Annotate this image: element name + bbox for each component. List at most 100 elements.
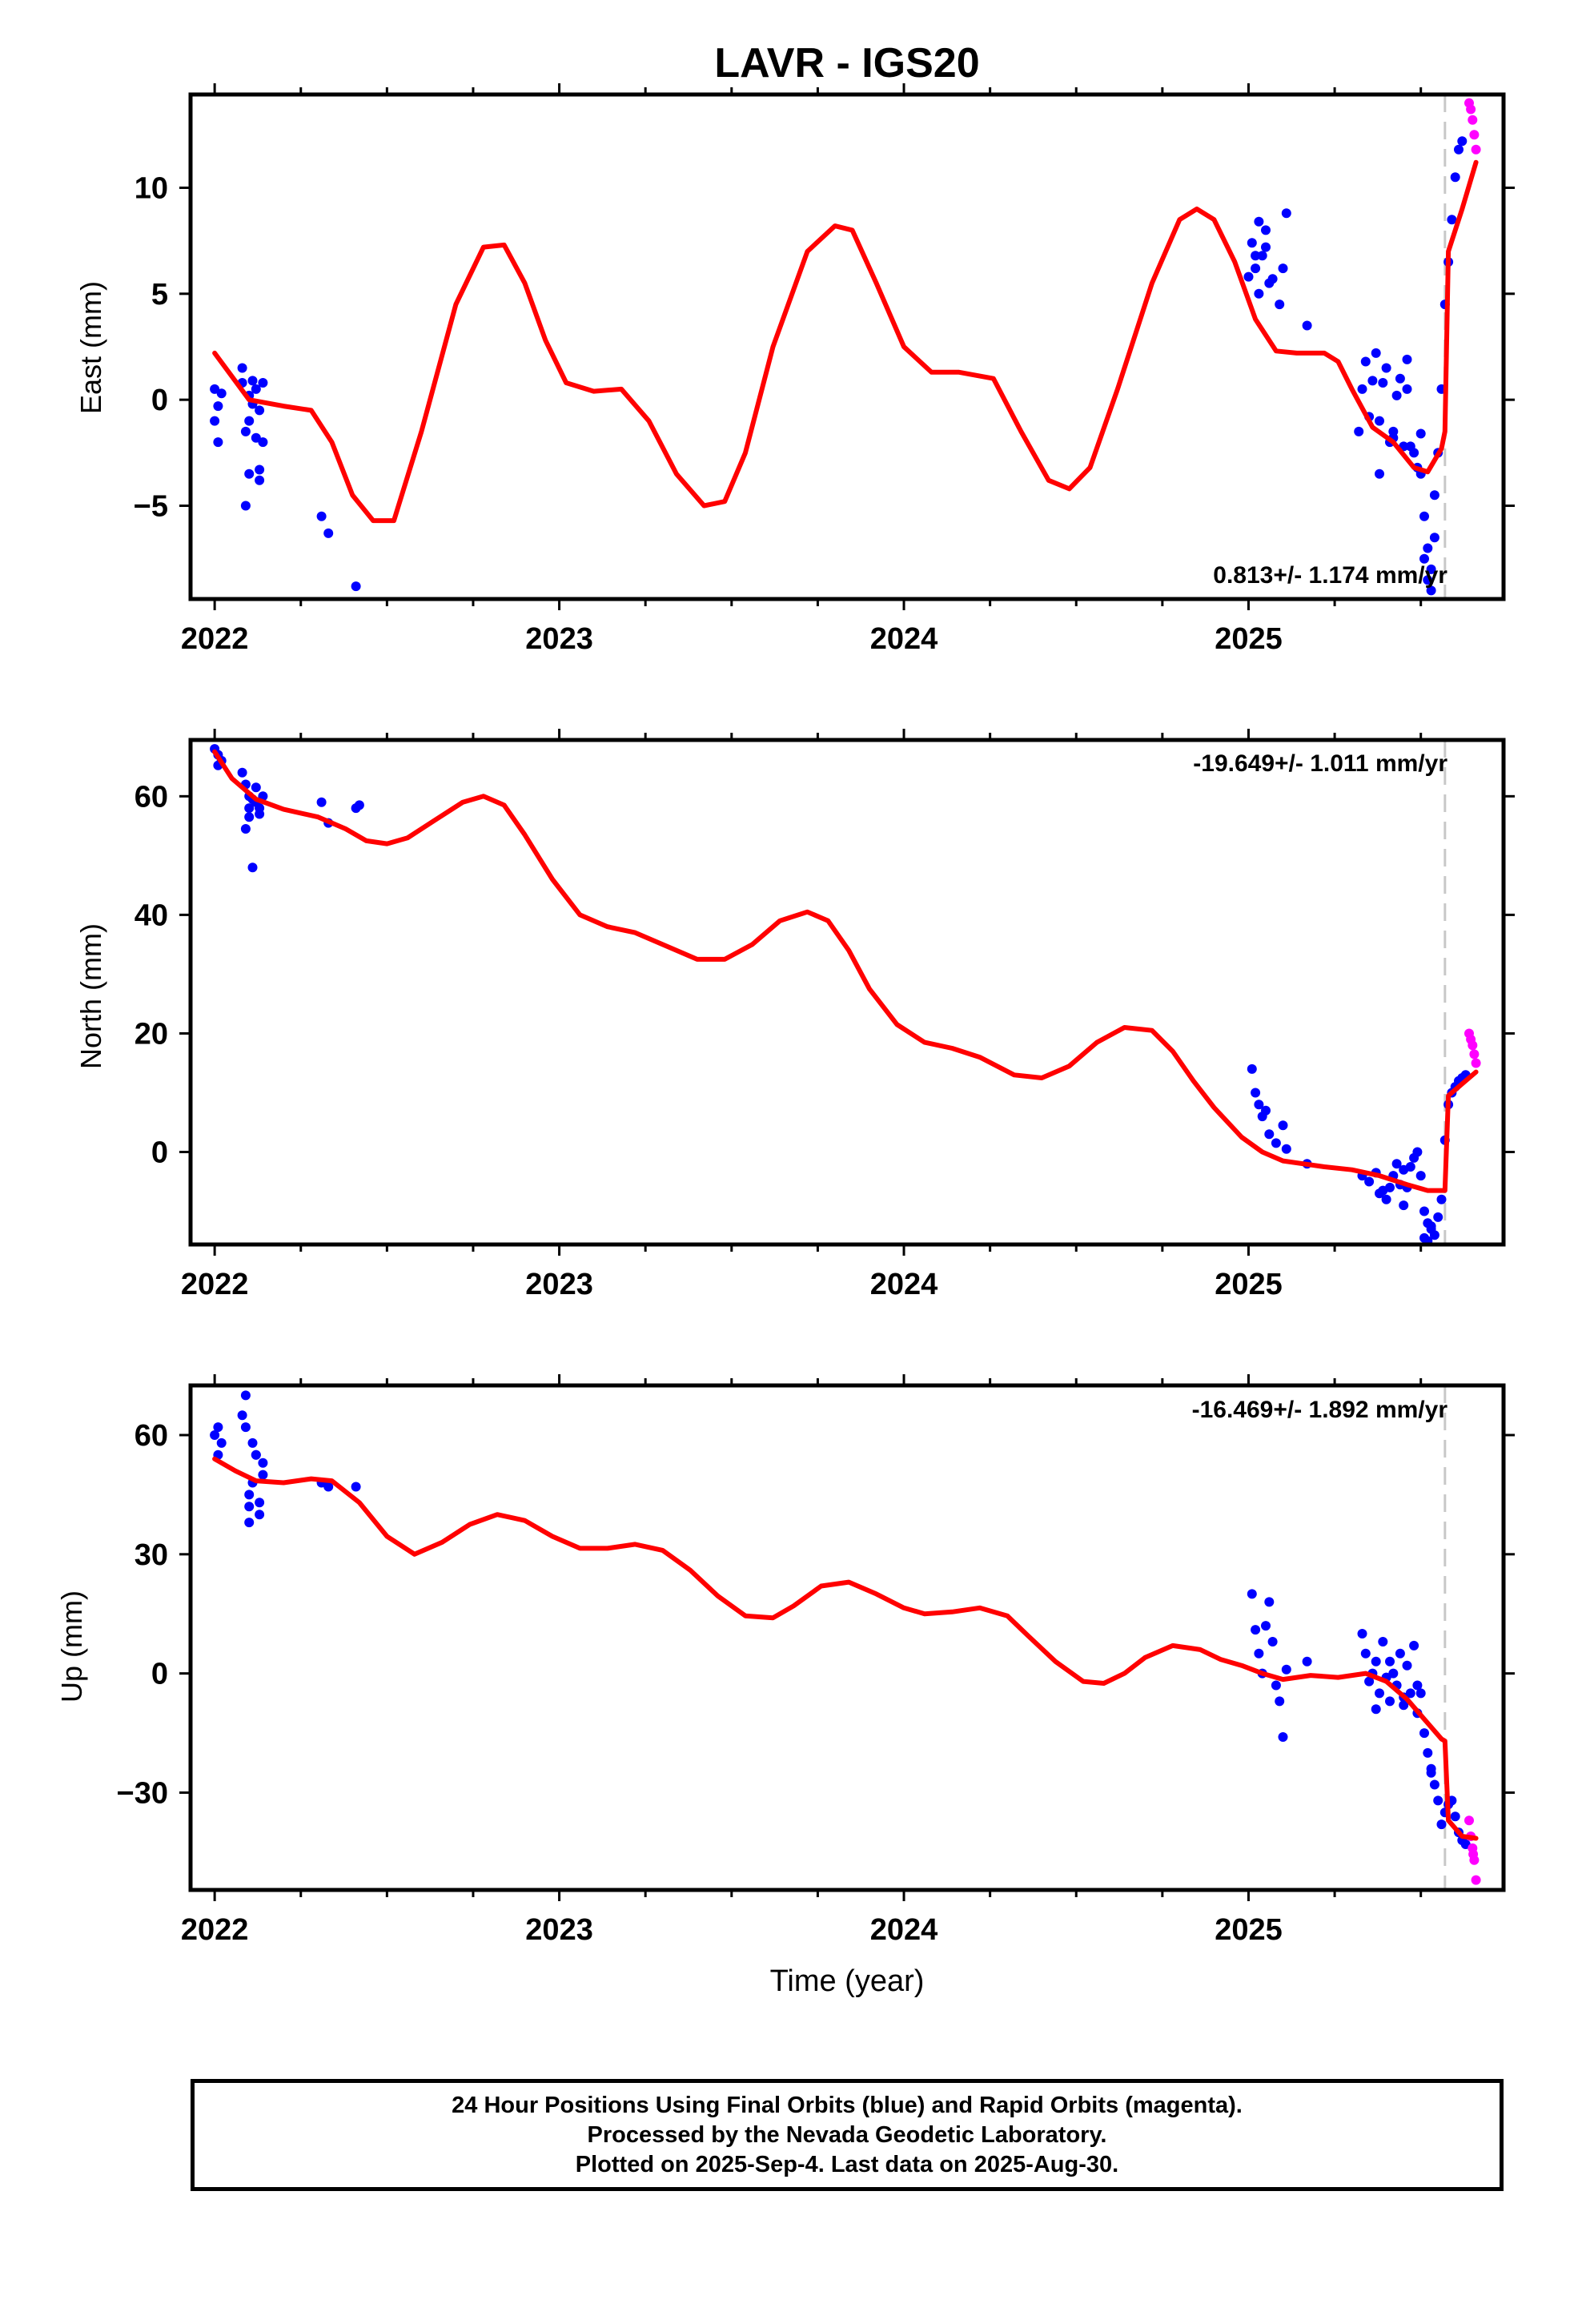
up-final-point bbox=[1415, 1688, 1426, 1699]
east-final-point bbox=[210, 416, 220, 426]
north-y-tick-label: 20 bbox=[135, 1017, 168, 1051]
north-y-axis-label: North (mm) bbox=[74, 923, 107, 1069]
up-final-point bbox=[1281, 1664, 1291, 1675]
up-final-point bbox=[1371, 1656, 1381, 1667]
north-final-point bbox=[1247, 1063, 1257, 1074]
caption-line-2: Processed by the Nevada Geodetic Laborat… bbox=[587, 2121, 1107, 2148]
east-final-point bbox=[258, 437, 268, 448]
up-y-tick-label: 30 bbox=[135, 1538, 168, 1572]
east-x-tick-label: 2023 bbox=[525, 622, 593, 656]
up-rapid-point bbox=[1464, 1815, 1474, 1826]
north-final-point bbox=[1426, 1221, 1436, 1232]
north-panel: 2022 2023 2024 2025 0 20 40 60 -19.649+/- 1.011… bbox=[74, 729, 1515, 1301]
up-final-point bbox=[1399, 1700, 1409, 1711]
east-final-point bbox=[1423, 575, 1433, 585]
east-final-point bbox=[1243, 271, 1254, 282]
east-final-point bbox=[1454, 144, 1464, 155]
east-final-point bbox=[255, 405, 265, 416]
east-panel: 2022 2023 2024 2025 −5 0 5 10 0.813+/- 1.174 mm… bbox=[74, 83, 1515, 656]
east-y-tick-label: 5 bbox=[151, 278, 168, 312]
north-velocity-label: -19.649+/- 1.011 mm/yr bbox=[1193, 750, 1447, 777]
east-final-point bbox=[351, 581, 361, 592]
up-data-points bbox=[210, 1390, 1481, 1885]
north-final-point bbox=[316, 797, 327, 807]
north-y-tick-label: 60 bbox=[135, 780, 168, 814]
caption-box: 24 Hour Positions Using Final Orbits (bl… bbox=[191, 2079, 1504, 2191]
east-final-point bbox=[244, 416, 255, 426]
north-model-curve bbox=[212, 749, 1479, 1193]
east-data-points bbox=[210, 98, 1481, 596]
east-final-point bbox=[1423, 543, 1433, 553]
up-final-point bbox=[240, 1390, 251, 1401]
up-final-point bbox=[1395, 1648, 1405, 1659]
north-final-point bbox=[1271, 1138, 1281, 1148]
north-final-point bbox=[1261, 1105, 1271, 1116]
north-final-point bbox=[1419, 1206, 1429, 1216]
up-final-point bbox=[1247, 1589, 1257, 1599]
up-final-point bbox=[1267, 1637, 1278, 1647]
up-final-point bbox=[351, 1482, 361, 1492]
up-final-point bbox=[255, 1510, 265, 1520]
north-final-point bbox=[1412, 1147, 1423, 1157]
up-final-point bbox=[240, 1422, 251, 1433]
up-final-point bbox=[1371, 1704, 1381, 1715]
east-final-point bbox=[255, 475, 265, 485]
east-final-point bbox=[1357, 384, 1367, 394]
north-final-point bbox=[1391, 1159, 1402, 1169]
up-final-point bbox=[1409, 1640, 1419, 1651]
east-rapid-point bbox=[1469, 130, 1480, 140]
up-final-point bbox=[237, 1410, 247, 1421]
east-final-point bbox=[1375, 468, 1384, 479]
east-final-point bbox=[1251, 263, 1261, 274]
up-final-point bbox=[1275, 1696, 1285, 1707]
east-final-point bbox=[1426, 585, 1436, 596]
up-final-point bbox=[247, 1437, 258, 1448]
east-final-point bbox=[210, 384, 220, 394]
up-final-point bbox=[251, 1449, 261, 1460]
up-panel: 2022 2023 2024 2025 −30 0 30 60 -16.469+/- 1.89… bbox=[55, 1374, 1515, 1998]
north-final-point bbox=[1399, 1200, 1409, 1211]
east-final-point bbox=[1367, 376, 1378, 386]
east-final-point bbox=[1360, 356, 1371, 367]
up-x-axis-label: Time (year) bbox=[770, 1964, 925, 1998]
up-final-point bbox=[1419, 1728, 1429, 1739]
up-final-point bbox=[213, 1422, 223, 1433]
up-rapid-point bbox=[1468, 1849, 1479, 1860]
east-final-point bbox=[1354, 426, 1364, 436]
east-rapid-point bbox=[1468, 115, 1478, 125]
up-x-tick-label: 2025 bbox=[1215, 1913, 1283, 1947]
east-final-point bbox=[1378, 378, 1388, 388]
up-rapid-point bbox=[1471, 1875, 1481, 1885]
east-final-point bbox=[1391, 390, 1402, 400]
up-y-tick-label: −30 bbox=[117, 1776, 168, 1810]
north-plot-frame bbox=[188, 738, 1506, 1247]
up-final-point bbox=[1385, 1696, 1395, 1707]
up-final-point bbox=[1426, 1763, 1436, 1774]
east-final-point bbox=[1402, 384, 1412, 394]
east-model-curve bbox=[212, 159, 1479, 524]
up-final-point bbox=[244, 1518, 255, 1528]
up-final-point bbox=[1360, 1648, 1371, 1659]
up-final-point bbox=[1385, 1656, 1395, 1667]
east-y-axis-label: East (mm) bbox=[74, 281, 107, 414]
east-final-point bbox=[1457, 136, 1468, 147]
east-final-point bbox=[240, 426, 251, 436]
north-final-point bbox=[1364, 1176, 1375, 1187]
up-plot-frame bbox=[188, 1383, 1506, 1892]
north-rapid-point bbox=[1471, 1058, 1481, 1068]
up-final-point bbox=[1364, 1676, 1375, 1687]
north-final-point bbox=[1278, 1120, 1288, 1131]
east-final-point bbox=[1450, 172, 1460, 183]
up-final-point bbox=[258, 1470, 268, 1480]
up-x-tick-label: 2022 bbox=[181, 1913, 249, 1947]
east-final-point bbox=[1267, 274, 1278, 284]
east-y-tick-label: −5 bbox=[134, 490, 168, 524]
up-final-point bbox=[1251, 1625, 1261, 1635]
east-final-point bbox=[1395, 373, 1405, 384]
north-final-point bbox=[1264, 1129, 1275, 1140]
east-x-tick-label: 2022 bbox=[181, 622, 249, 656]
east-final-point bbox=[251, 432, 261, 443]
north-final-point bbox=[1378, 1185, 1388, 1196]
east-final-point bbox=[213, 437, 223, 448]
up-final-point bbox=[1254, 1648, 1264, 1659]
